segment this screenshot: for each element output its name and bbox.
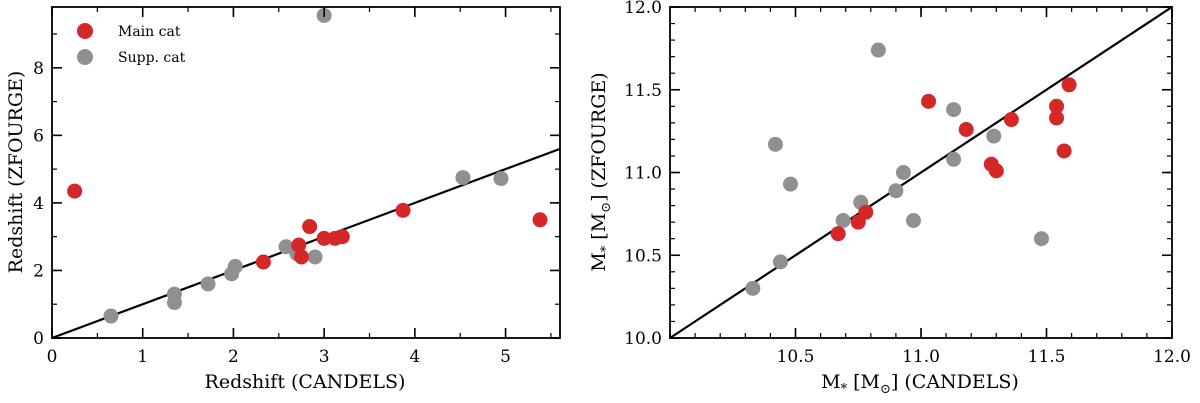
redshift-main-cat-point (302, 219, 318, 235)
redshift-x-tick-label: 1 (137, 347, 148, 367)
stellar-mass-main-cat-point (1056, 143, 1072, 159)
redshift-y-axis-label: Redshift (ZFOURGE) (5, 71, 27, 274)
redshift-supp-cat-point (103, 308, 119, 324)
legend-supp-cat-label: Supp. cat (118, 50, 186, 66)
redshift-main-cat-point (395, 202, 411, 218)
stellar-mass-supp-cat-point (946, 151, 962, 167)
redshift-y-tick-label: 2 (33, 261, 44, 281)
stellar-mass-y-axis-label: M* [M⊙] (ZFOURGE) (588, 72, 614, 271)
stellar-mass-y-tick-label: 11.0 (624, 164, 662, 184)
redshift-supp-cat-point (200, 276, 216, 292)
stellar-mass-supp-cat-point (870, 42, 886, 58)
redshift-supp-cat-point (455, 170, 471, 186)
redshift-x-tick-label: 0 (47, 347, 58, 367)
redshift-comparison-panel: 0 1 2 3 4 5 0 2 4 6 8 Redshift (CANDELS) Redshift … (5, 6, 561, 393)
stellar-mass-y-tick-label: 11.5 (624, 81, 662, 101)
stellar-mass-main-cat-point (921, 93, 937, 109)
stellar-mass-main-cat-point (830, 226, 846, 242)
redshift-main-cat-point (334, 229, 350, 245)
redshift-main-cat-point (316, 230, 332, 246)
stellar-mass-main-cat-point (958, 121, 974, 137)
stellar-mass-supp-cat-point (986, 128, 1002, 144)
stellar-mass-supp-cat-point (782, 176, 798, 192)
redshift-data-marks (51, 7, 561, 340)
stellar-mass-main-cat-point (858, 204, 874, 220)
stellar-mass-main-cat-point (1049, 110, 1065, 126)
stellar-mass-x-tick-label: 11.5 (1028, 347, 1066, 367)
redshift-supp-cat-point (227, 258, 243, 274)
redshift-y-tick-label: 8 (33, 59, 44, 79)
stellar-mass-supp-cat-point (895, 165, 911, 180)
stellar-mass-supp-cat-point (772, 254, 788, 270)
legend-supp-cat-marker (77, 49, 93, 65)
redshift-x-axis-label: Redshift (CANDELS) (205, 371, 406, 393)
stellar-mass-main-cat-point (1061, 77, 1077, 93)
redshift-supp-cat-point (493, 171, 509, 187)
redshift-main-cat-point (532, 212, 548, 228)
stellar-mass-x-tick-label: 12.0 (1153, 347, 1191, 367)
stellar-mass-supp-cat-point (888, 183, 904, 199)
redshift-x-tick-label: 5 (500, 347, 511, 367)
stellar-mass-main-cat-point (1003, 112, 1019, 128)
stellar-mass-x-tick-label: 11.0 (902, 347, 940, 367)
stellar-mass-supp-cat-point (1033, 231, 1049, 247)
stellar-mass-supp-cat-point (745, 280, 761, 296)
redshift-x-tick-label: 4 (409, 347, 420, 367)
redshift-main-cat-point (67, 183, 83, 199)
stellar-mass-supp-cat-point (905, 212, 921, 228)
stellar-mass-supp-cat-point (767, 136, 783, 152)
redshift-x-tick-label: 2 (228, 347, 239, 367)
stellar-mass-y-tick-label: 10.0 (624, 329, 662, 349)
redshift-supp-cat-point (166, 295, 182, 311)
redshift-ticks: 0 1 2 3 4 5 0 2 4 6 8 (33, 7, 560, 367)
redshift-main-cat-point (291, 237, 307, 253)
redshift-y-tick-label: 0 (33, 329, 44, 349)
legend-main-cat-marker (77, 23, 93, 39)
stellar-mass-main-cat-point (1049, 98, 1065, 114)
redshift-supp-cat-point (307, 249, 323, 265)
stellar-mass-comparison-panel: 10.5 11.0 11.5 12.0 10.0 10.5 11.0 11.5 12.0 M* … (588, 0, 1191, 397)
redshift-axes-frame (51, 6, 561, 339)
redshift-x-tick-label: 3 (319, 347, 330, 367)
stellar-mass-main-cat-point (988, 163, 1004, 179)
stellar-mass-x-tick-label: 10.5 (777, 347, 815, 367)
redshift-supp-cat-point (278, 239, 294, 255)
stellar-mass-y-tick-label: 10.5 (624, 246, 662, 266)
stellar-mass-ticks: 10.5 11.0 11.5 12.0 10.0 10.5 11.0 11.5 12.0 (624, 0, 1191, 367)
stellar-mass-x-axis-label: M* [M⊙] (CANDELS) (821, 371, 1019, 397)
stellar-mass-supp-cat-point (835, 212, 851, 228)
redshift-axes-box (51, 6, 561, 339)
stellar-mass-y-tick-label: 12.0 (624, 0, 662, 18)
redshift-y-tick-label: 6 (33, 126, 44, 146)
stellar-mass-data-marks (669, 6, 1173, 339)
redshift-main-cat-point (255, 254, 271, 270)
legend-main-cat-label: Main cat (118, 24, 181, 40)
legend: Main cat Supp. cat (77, 23, 186, 66)
stellar-mass-supp-cat-point (946, 102, 962, 118)
redshift-main-cat-point (293, 249, 309, 265)
redshift-y-tick-label: 4 (33, 194, 44, 214)
